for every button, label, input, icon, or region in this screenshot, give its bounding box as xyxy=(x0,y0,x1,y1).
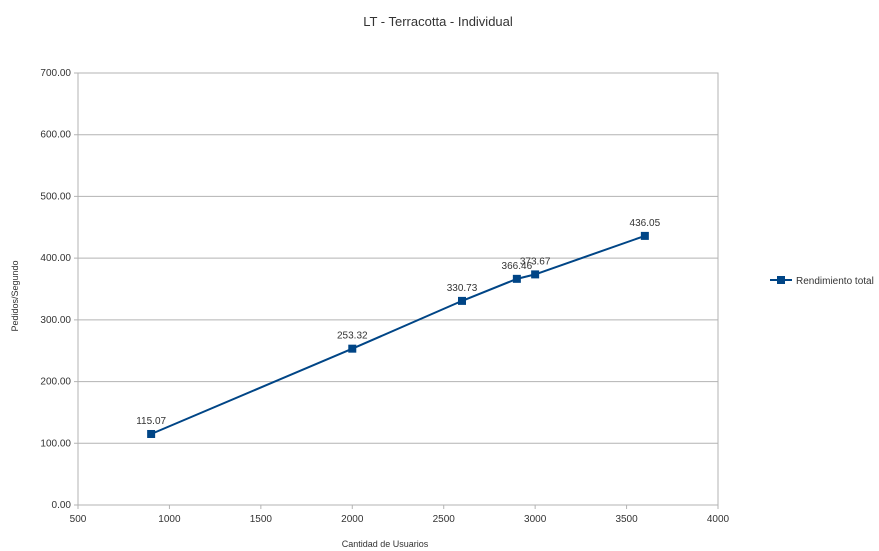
x-tick-label: 1000 xyxy=(158,514,181,525)
x-tick-label: 3000 xyxy=(524,514,547,525)
x-tick-label: 4000 xyxy=(707,514,730,525)
data-point xyxy=(147,429,156,438)
legend-label-rendimiento-total: Rendimiento total xyxy=(796,276,874,287)
legend-marker xyxy=(777,276,785,284)
data-point xyxy=(348,344,357,353)
y-tick-label: 300.00 xyxy=(40,315,71,326)
data-label: 373.67 xyxy=(520,256,551,267)
data-point xyxy=(458,296,466,305)
x-axis-label: Cantidad de Usuarios xyxy=(342,539,429,549)
data-point xyxy=(512,274,521,283)
grid-lines xyxy=(74,72,719,509)
y-tick-label: 0.00 xyxy=(52,500,72,511)
y-axis-label: Pedidos/Segundo xyxy=(10,260,20,331)
y-tick-label: 200.00 xyxy=(40,377,71,388)
x-tick-label: 3500 xyxy=(615,514,638,525)
data-point xyxy=(531,270,540,279)
x-axis-ticks: 500 1000 1500 2000 2500 3000 3500 4000 xyxy=(70,514,730,525)
x-tick-label: 2000 xyxy=(341,514,364,525)
y-tick-label: 700.00 xyxy=(40,68,71,79)
y-axis-ticks: 0.00 100.00 200.00 300.00 400.00 500.00 600.00… xyxy=(40,68,71,511)
y-tick-label: 500.00 xyxy=(40,191,71,202)
y-tick-label: 600.00 xyxy=(40,130,71,141)
y-tick-label: 400.00 xyxy=(40,253,71,264)
data-label: 366.46 xyxy=(502,261,533,272)
legend: Rendimiento total xyxy=(770,276,874,287)
data-label: 253.32 xyxy=(337,331,368,342)
data-label: 436.05 xyxy=(630,218,661,229)
x-tick-label: 2500 xyxy=(433,514,456,525)
x-tick-label: 500 xyxy=(70,514,87,525)
data-label: 115.07 xyxy=(136,416,166,427)
data-label: 330.73 xyxy=(447,283,478,294)
plot-area-frame xyxy=(77,72,719,506)
series-line xyxy=(150,234,646,435)
chart-title: LT - Terracotta - Individual xyxy=(363,14,513,29)
y-tick-label: 100.00 xyxy=(40,438,71,449)
data-point xyxy=(640,231,649,240)
x-tick-label: 1500 xyxy=(250,514,273,525)
